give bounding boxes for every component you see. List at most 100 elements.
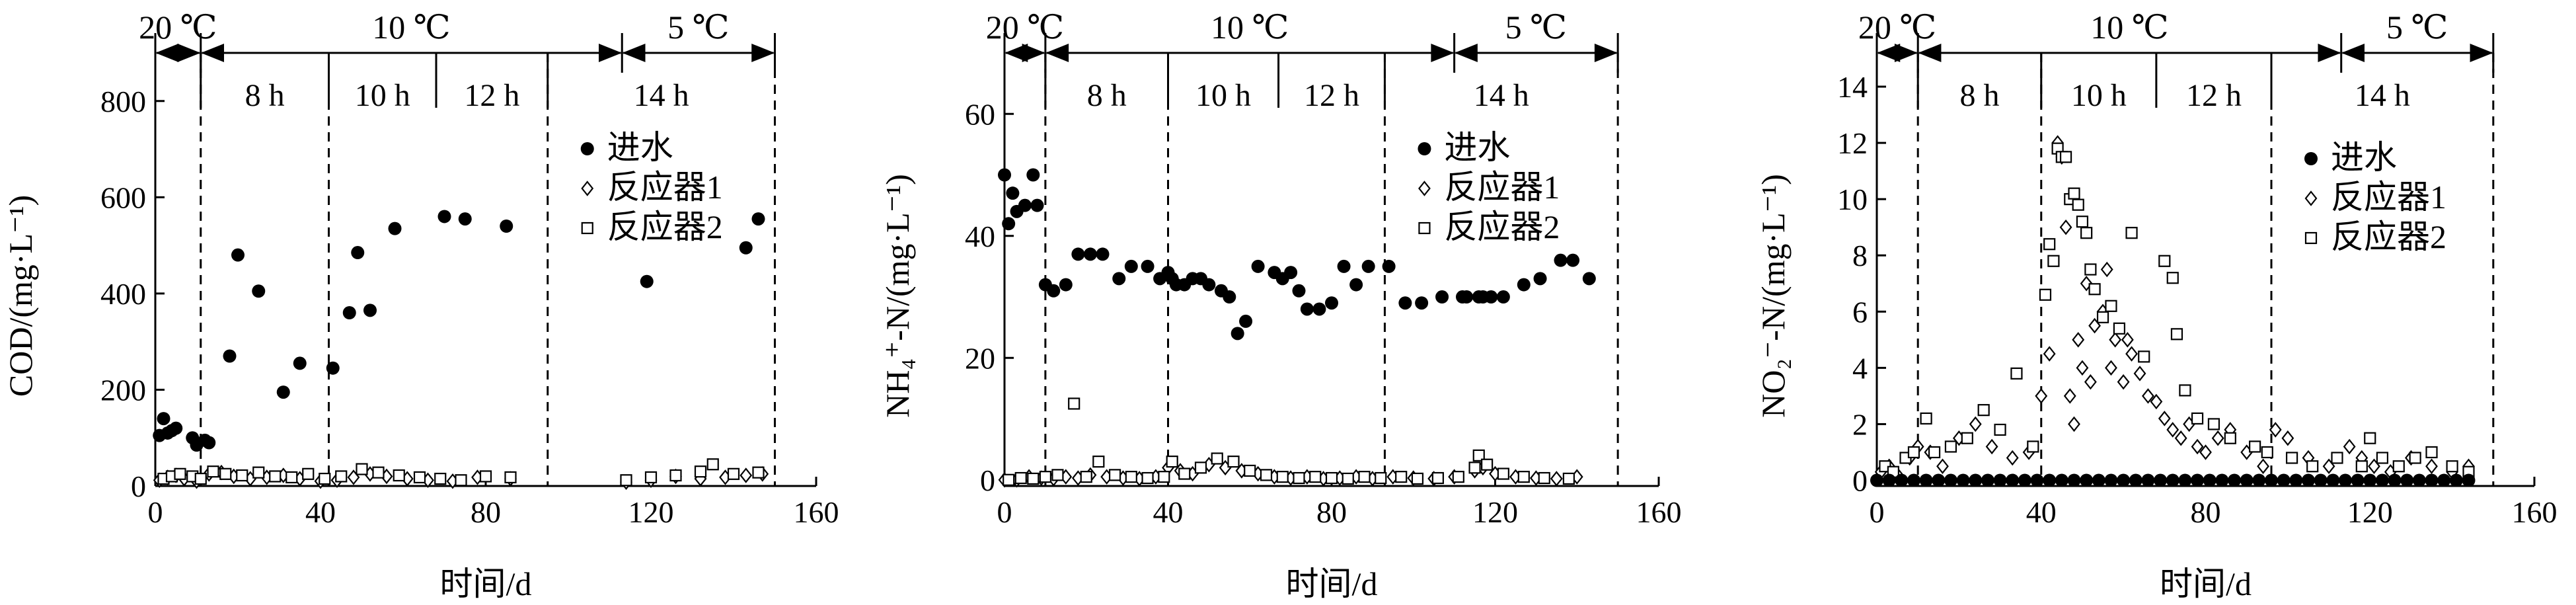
data-point [2412, 473, 2426, 487]
data-point [2105, 300, 2117, 312]
data-point [2437, 473, 2451, 487]
data-point [1944, 440, 1957, 453]
hrt-label: 12 h [2186, 78, 2242, 113]
data-point [1276, 471, 1289, 483]
data-point [2462, 473, 2476, 487]
data-point [504, 471, 517, 484]
x-tick-label: 120 [1472, 495, 1518, 529]
data-point [2314, 473, 2328, 487]
data-point [1985, 438, 1998, 455]
data-point [2104, 473, 2118, 487]
data-point [2039, 288, 2052, 301]
data-point [1211, 452, 1223, 465]
data-point [335, 470, 348, 483]
data-point [169, 421, 183, 435]
data-point [2010, 367, 2023, 380]
data-point [1582, 272, 1596, 286]
data-point [2142, 388, 2154, 404]
data-point [1431, 471, 1444, 485]
data-point [2400, 473, 2414, 487]
legend-label: 反应器1 [1444, 169, 1560, 206]
data-point [2343, 438, 2356, 455]
data-point [2191, 438, 2204, 455]
data-point [1284, 266, 1298, 280]
x-tick-label: 80 [2191, 495, 2221, 529]
data-point [2265, 473, 2278, 487]
data-point [219, 467, 232, 480]
data-point [2203, 473, 2216, 487]
series-reactor-2 [157, 458, 765, 487]
data-point [2006, 473, 2020, 487]
data-point [1907, 446, 1920, 459]
data-point [1566, 253, 1580, 267]
data-point [2063, 388, 2076, 404]
data-point [1124, 259, 1138, 273]
data-point [1096, 247, 1110, 261]
data-point [2351, 473, 2365, 487]
data-point [727, 467, 740, 480]
data-point [252, 284, 266, 298]
data-point [1870, 473, 1883, 487]
data-point [1125, 471, 1137, 483]
data-point [1068, 397, 1080, 410]
data-point [1550, 471, 1563, 487]
data-point [1969, 473, 1983, 487]
y-tick-label: 20 [965, 341, 995, 375]
data-point [194, 472, 207, 485]
data-point [157, 412, 170, 426]
data-point [1194, 462, 1207, 474]
data-point [2154, 473, 2168, 487]
data-point [2252, 473, 2266, 487]
data-point [1325, 296, 1338, 310]
data-point [1882, 473, 1896, 487]
data-point [342, 306, 356, 319]
series-reactor-2 [1003, 397, 1575, 486]
x-tick-label: 40 [305, 495, 336, 529]
data-point [1472, 449, 1485, 462]
data-point [1227, 455, 1240, 468]
y-tick-label: 200 [100, 373, 146, 407]
data-point [1300, 302, 1314, 316]
y-tick-label: 0 [980, 464, 995, 497]
data-point [1554, 253, 1568, 267]
data-point [2072, 332, 2085, 348]
data-point [1337, 259, 1351, 273]
data-point [434, 472, 447, 485]
data-point [2409, 452, 2421, 464]
data-point [2043, 473, 2057, 487]
data-point [236, 469, 248, 482]
data-point [2170, 328, 2183, 341]
data-point [751, 212, 765, 226]
data-point [2207, 418, 2220, 430]
data-point [1083, 247, 1097, 261]
data-point [2301, 473, 2315, 487]
data-point [363, 303, 377, 317]
data-point [1977, 404, 1990, 417]
hrt-label: 14 h [2355, 78, 2410, 113]
data-point [1481, 458, 1494, 471]
data-point [1928, 446, 1941, 459]
data-point [1358, 471, 1371, 483]
data-point [739, 241, 753, 255]
temperature-label: 5 ℃ [2386, 9, 2448, 46]
legend-marker [1418, 142, 1431, 155]
data-point [1468, 462, 1481, 474]
data-point [326, 361, 340, 375]
legend-marker [580, 142, 594, 155]
y-tick-label: 0 [1852, 464, 1868, 497]
data-point [2129, 473, 2142, 487]
data-point [1051, 469, 1064, 481]
data-point [2363, 473, 2377, 487]
data-point [252, 466, 265, 479]
data-point [2067, 473, 2081, 487]
legend-label: 反应器1 [2331, 179, 2446, 216]
data-point [285, 471, 298, 484]
data-point [2080, 276, 2093, 292]
data-point [2158, 411, 2171, 426]
y-tick-label: 10 [1837, 182, 1868, 216]
data-point [620, 474, 632, 487]
data-point [1166, 455, 1178, 468]
data-point [2072, 198, 2084, 211]
hrt-label: 10 h [355, 78, 410, 113]
